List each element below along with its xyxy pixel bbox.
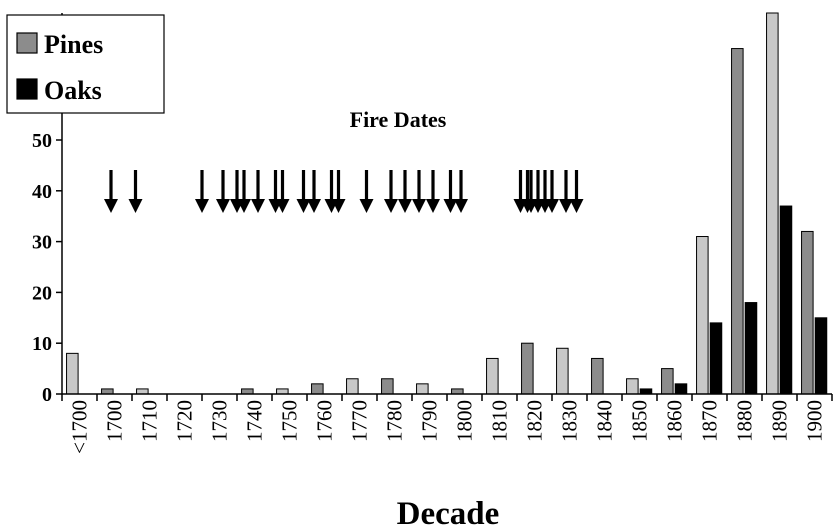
x-tick-label: 1880 xyxy=(733,400,757,442)
x-axis-label: Decade xyxy=(397,496,500,531)
bar-pines xyxy=(136,388,149,395)
legend-swatch-pines xyxy=(16,32,38,54)
x-tick-label: 1770 xyxy=(348,400,372,442)
bar-oaks xyxy=(639,388,653,395)
bar-pines xyxy=(591,357,604,395)
fire-date-arrow xyxy=(195,170,209,213)
x-tick-label: 1840 xyxy=(593,400,617,442)
fire-date-arrow xyxy=(384,170,398,213)
bar-oaks xyxy=(814,317,828,395)
fire-date-arrow xyxy=(359,170,374,213)
bars-group xyxy=(66,12,828,395)
x-tick-label: 1750 xyxy=(278,400,302,442)
fire-date-arrow xyxy=(237,170,251,213)
fire-date-arrow xyxy=(331,170,346,213)
bar-oaks xyxy=(709,322,723,395)
bar-pines xyxy=(101,388,114,395)
x-tick-label: 1860 xyxy=(663,400,687,442)
x-tick-label: 1720 xyxy=(173,400,197,442)
y-tick-label: 20 xyxy=(32,282,52,304)
bar-pines xyxy=(731,48,744,395)
x-tick-label: 1900 xyxy=(803,400,827,442)
x-tick-label: 1820 xyxy=(523,400,547,442)
fire-date-arrow xyxy=(104,170,118,213)
axes-group: 010203040506070<170017001710172017301740… xyxy=(32,13,833,454)
legend: Pines Oaks xyxy=(6,14,165,114)
x-tick-label: 1830 xyxy=(558,400,582,442)
bar-pines xyxy=(801,230,814,395)
x-tick-label: 1730 xyxy=(208,400,232,442)
fire-date-arrow xyxy=(569,170,584,213)
fire-date-arrow xyxy=(545,170,559,213)
bar-pines xyxy=(521,342,534,395)
x-tick-label: 1710 xyxy=(138,400,162,442)
x-tick-label: <1700 xyxy=(68,400,92,454)
fire-date-arrow xyxy=(128,170,143,213)
x-tick-label: 1870 xyxy=(698,400,722,442)
fire-date-arrows xyxy=(104,170,584,213)
fire-date-arrow xyxy=(251,170,265,213)
fire-date-arrow xyxy=(307,170,321,213)
bar-pines xyxy=(486,357,499,395)
x-tick-label: 1810 xyxy=(488,400,512,442)
fire-date-arrow xyxy=(412,170,426,213)
bar-oaks xyxy=(674,383,688,395)
bar-pines xyxy=(311,383,324,395)
fire-date-arrow xyxy=(559,170,573,213)
fire-date-arrow xyxy=(296,170,311,213)
y-tick-label: 10 xyxy=(32,333,52,355)
y-tick-label: 50 xyxy=(32,130,52,152)
bar-oaks xyxy=(744,302,758,395)
bar-pines xyxy=(556,347,569,395)
bar-pines xyxy=(381,378,394,395)
bar-pines xyxy=(241,388,254,395)
x-tick-label: 1790 xyxy=(418,400,442,442)
bar-pines xyxy=(276,388,289,395)
fire-date-arrow xyxy=(275,170,290,213)
x-tick-label: 1760 xyxy=(313,400,337,442)
fire-date-arrow xyxy=(443,170,458,213)
x-tick-label: 1800 xyxy=(453,400,477,442)
x-tick-label: 1740 xyxy=(243,400,267,442)
legend-label-oaks: Oaks xyxy=(44,76,102,105)
fire-date-arrow xyxy=(454,170,468,213)
fire-date-arrow xyxy=(398,170,412,213)
bar-pines xyxy=(661,368,674,395)
legend-label-pines: Pines xyxy=(44,30,103,59)
bar-pines xyxy=(66,352,79,395)
y-tick-label: 30 xyxy=(32,232,52,254)
bar-pines xyxy=(451,388,464,395)
x-tick-label: 1780 xyxy=(383,400,407,442)
fire-dates-annotation: Fire Dates xyxy=(350,107,447,132)
bar-pines xyxy=(626,378,639,395)
x-tick-label: 1890 xyxy=(768,400,792,442)
bar-pines xyxy=(416,383,429,395)
legend-swatch-oaks xyxy=(16,78,38,100)
bar-pines xyxy=(346,378,359,395)
y-tick-label: 0 xyxy=(42,384,52,406)
bar-oaks xyxy=(779,205,793,395)
fire-date-arrow xyxy=(216,170,230,213)
bar-pines xyxy=(696,236,709,395)
bar-pines xyxy=(766,12,779,395)
x-tick-label: 1850 xyxy=(628,400,652,442)
x-tick-label: 1700 xyxy=(103,400,127,442)
y-tick-label: 40 xyxy=(32,181,52,203)
fire-date-arrow xyxy=(426,170,440,213)
